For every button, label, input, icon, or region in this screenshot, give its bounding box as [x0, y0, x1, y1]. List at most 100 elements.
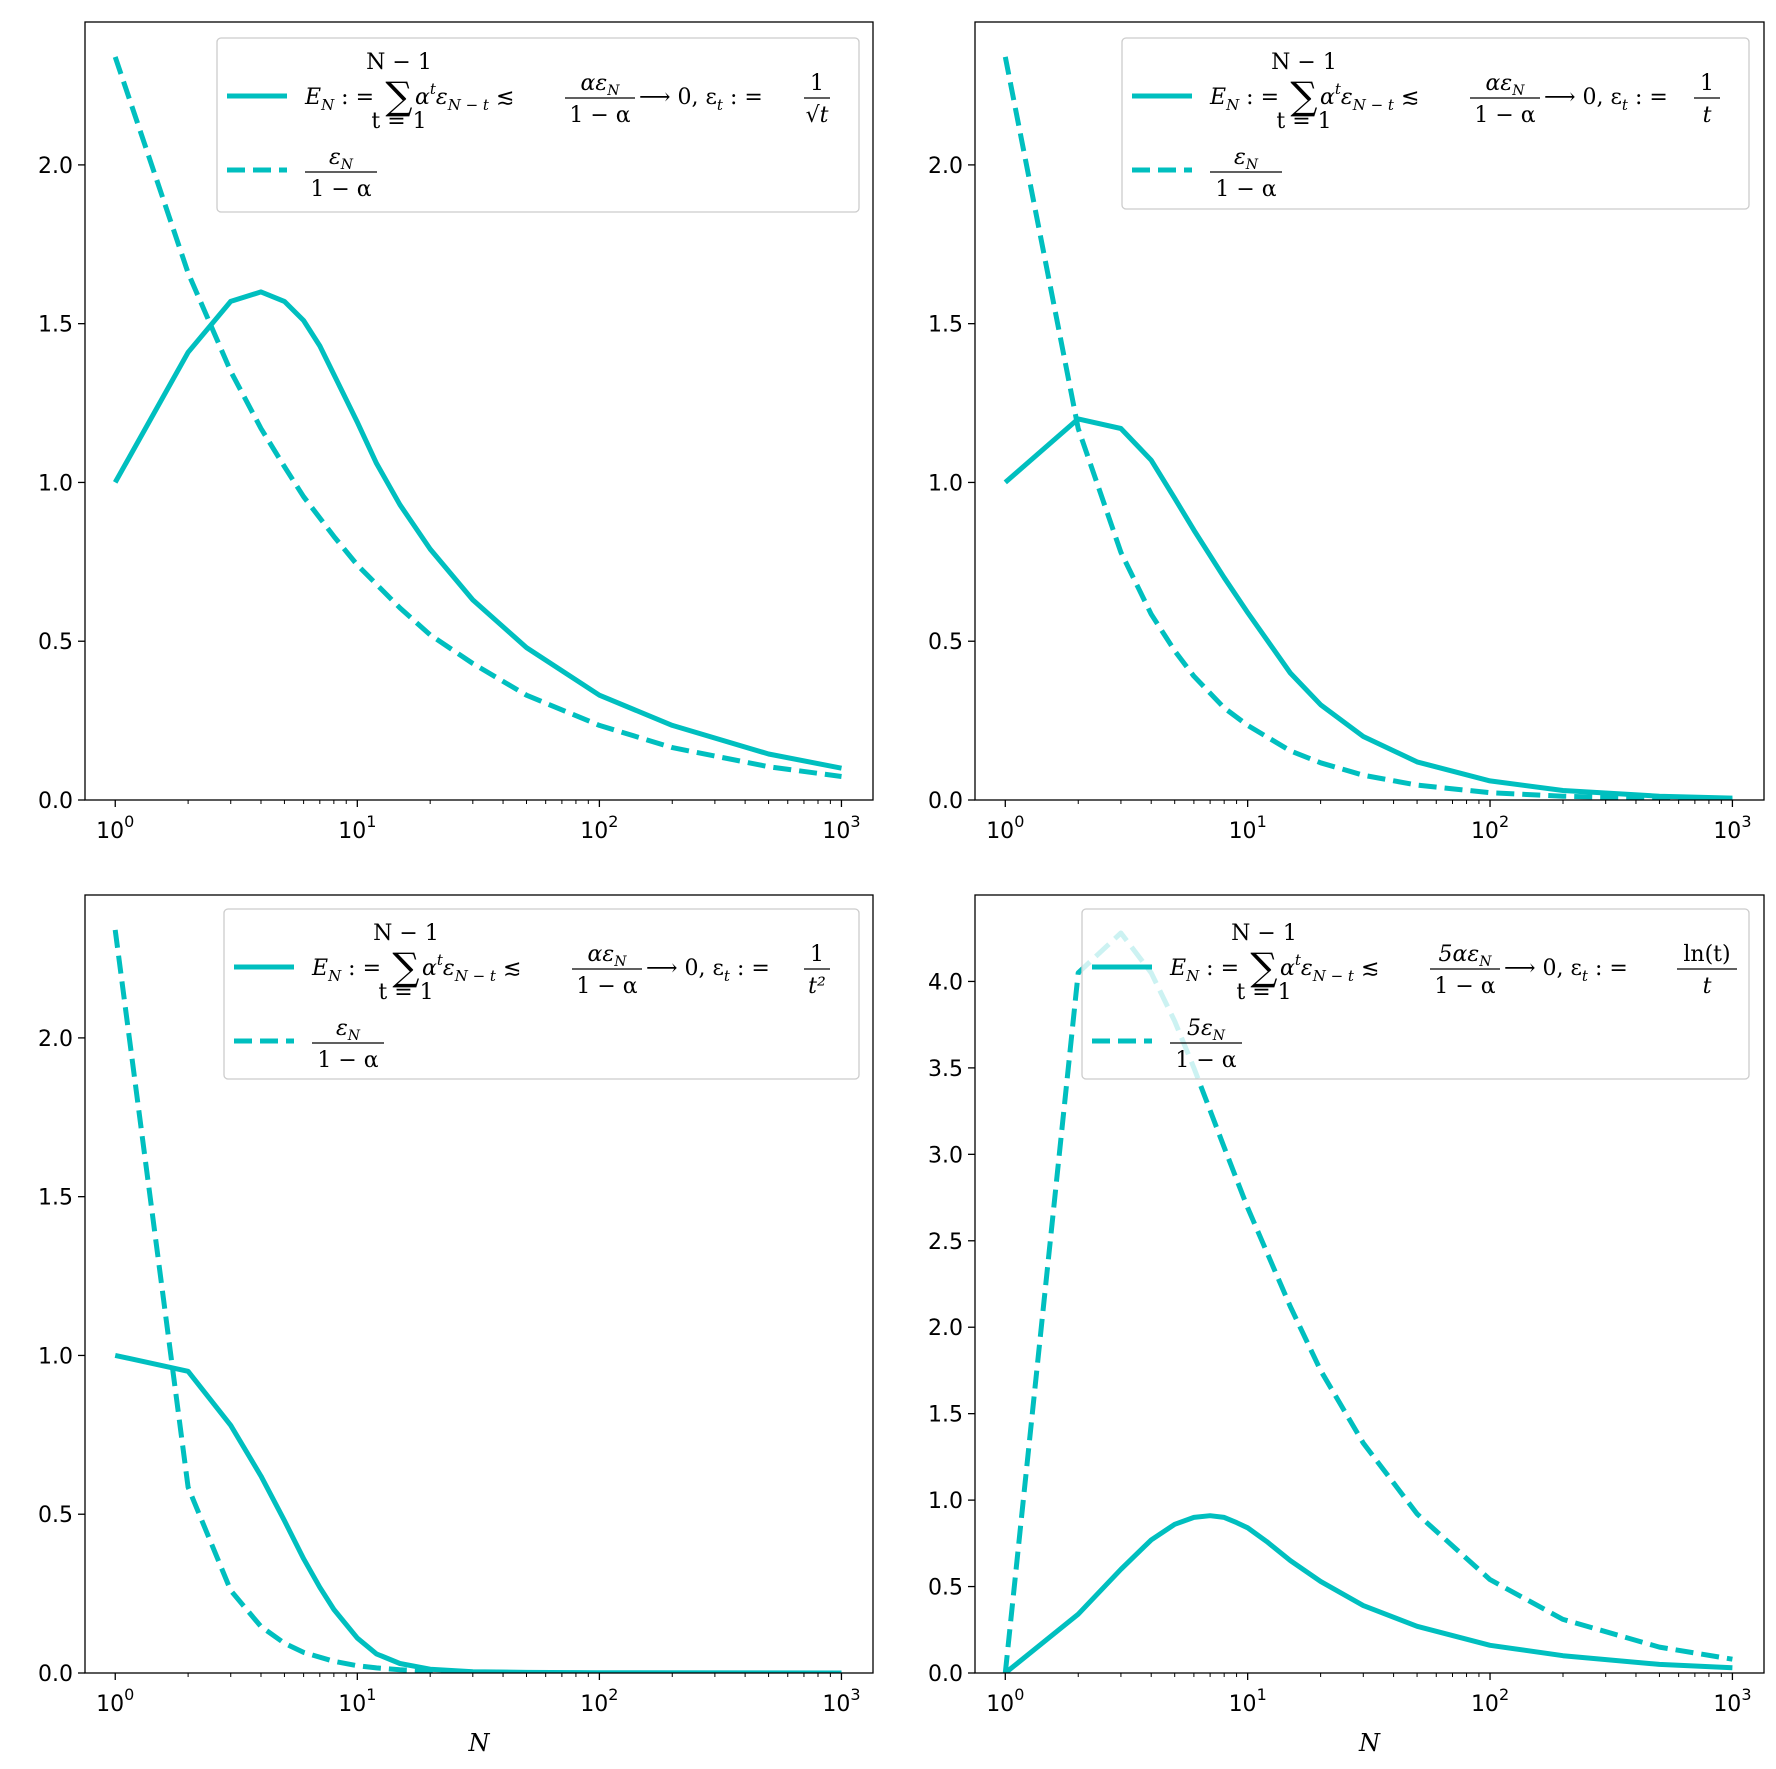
legend-numerator-text: αε	[581, 71, 608, 96]
y-tick-label: 1.5	[38, 1186, 73, 1211]
legend2-numerator: εN	[1234, 145, 1259, 173]
y-tick-label: 0.0	[928, 789, 963, 814]
x-tick-label: 103	[822, 812, 860, 844]
x-tick-base: 10	[1229, 1692, 1257, 1717]
legend-subscript: N	[1212, 1028, 1226, 1044]
x-tick-label: 102	[580, 812, 618, 844]
x-tick-exponent: 1	[1257, 812, 1267, 831]
x-tick-label: 101	[338, 1685, 376, 1717]
y-tick-label: 1.5	[928, 1403, 963, 1428]
legend-fraction-denominator: 1 − α	[569, 103, 630, 128]
legend-label-terms: αtεN − t ≲	[1280, 951, 1379, 985]
series-line-dashed	[1002, 56, 1733, 800]
legend-subscript: t	[717, 96, 724, 114]
legend-subscript: N	[1478, 954, 1492, 970]
legend-symbol-e: E	[1169, 956, 1186, 981]
legend-numerator-text: αε	[1486, 71, 1513, 96]
legend-definition-numerator: ln(t)	[1683, 942, 1730, 967]
legend2-denominator: 1 − α	[310, 177, 371, 202]
series-line-solid	[113, 289, 842, 771]
legend-subscript: N	[613, 954, 627, 970]
x-tick-base: 10	[822, 819, 850, 844]
legend-alpha: α	[1320, 85, 1335, 110]
y-tick-label: 1.5	[38, 313, 73, 338]
x-tick-label: 102	[580, 1685, 618, 1717]
legend-alpha: α	[422, 956, 437, 981]
legend-limit: ⟶ 0, ε	[1544, 85, 1622, 110]
x-axis-label: N	[468, 1729, 491, 1757]
x-tick-label: 103	[1713, 1685, 1751, 1717]
legend-relation: ≲	[489, 85, 514, 110]
axes-frame	[974, 21, 1765, 801]
legend-subscript: N	[320, 96, 335, 114]
legend-assign: : =	[341, 956, 381, 981]
legend-label-sum: EN : =	[311, 956, 381, 985]
sum-lower-limit: t = 1	[371, 109, 426, 134]
legend-alpha: α	[415, 85, 430, 110]
legend-epsilon: ε	[1341, 85, 1353, 110]
x-tick-label: 103	[1713, 812, 1751, 844]
legend-subscript: N	[1225, 96, 1240, 114]
sum-upper-limit: N − 1	[366, 50, 432, 75]
legend-definition-numerator: 1	[1700, 71, 1714, 96]
legend-alpha: α	[1280, 956, 1295, 981]
y-tick-label: 2.0	[38, 1027, 73, 1052]
legend-subscript: N	[340, 157, 354, 173]
legend-assign: : =	[1239, 85, 1279, 110]
x-tick-base: 10	[580, 819, 608, 844]
legend-superscript: t	[1295, 951, 1302, 969]
legend-definition-numerator: 1	[810, 942, 824, 967]
x-tick-base: 10	[96, 819, 124, 844]
legend-frame	[1121, 37, 1750, 210]
legend-epsilon: ε	[436, 85, 448, 110]
y-tick-label: 0.5	[928, 630, 963, 655]
x-tick-label: 101	[1229, 1685, 1267, 1717]
y-tick-label: 3.5	[928, 1057, 963, 1082]
sum-icon: ∑	[385, 74, 412, 118]
legend-subscript: N	[1511, 83, 1525, 99]
legend-assign: : =	[1199, 956, 1239, 981]
y-tick-label: 0.0	[928, 1662, 963, 1687]
sum-lower-limit: t = 1	[1236, 980, 1291, 1005]
legend-fraction-numerator: αεN	[581, 71, 621, 99]
x-tick-base: 10	[338, 1692, 366, 1717]
legend-definition-numerator: 1	[810, 71, 824, 96]
legend-assign: : =	[1588, 956, 1628, 981]
x-tick-label: 100	[986, 812, 1024, 844]
x-tick-label: 102	[1471, 1685, 1509, 1717]
x-tick-exponent: 1	[366, 1685, 376, 1704]
x-tick-exponent: 2	[608, 1685, 618, 1704]
legend-fraction-numerator: αεN	[588, 942, 628, 970]
legend-subscript: t	[724, 967, 731, 985]
x-tick-base: 10	[96, 1692, 124, 1717]
legend2-numerator: 5εN	[1187, 1016, 1226, 1044]
series-line-dashed	[112, 56, 842, 779]
x-tick-label: 102	[1471, 812, 1509, 844]
series-line-solid	[1003, 1513, 1733, 1673]
x-tick-base: 10	[338, 819, 366, 844]
y-tick-label: 4.0	[928, 970, 963, 995]
x-tick-label: 100	[986, 1685, 1024, 1717]
legend-numerator-text: ε	[1234, 145, 1246, 170]
legend-frame	[223, 908, 860, 1080]
legend-assign: : =	[1628, 85, 1668, 110]
legend-label-tail: ⟶ 0, εt : =	[646, 956, 770, 985]
x-tick-exponent: 0	[124, 1685, 134, 1704]
sum-icon: ∑	[1250, 945, 1277, 989]
legend-superscript: t	[430, 80, 437, 98]
legend-label-sum: EN : =	[1169, 956, 1239, 985]
x-tick-label: 101	[1229, 812, 1267, 844]
legend-definition-denominator: t²	[808, 974, 826, 999]
legend-subscript: N	[327, 967, 342, 985]
legend-label-tail: ⟶ 0, εt : =	[1504, 956, 1628, 985]
x-tick-exponent: 0	[1014, 812, 1024, 831]
legend-definition-denominator: t	[1703, 974, 1712, 999]
legend2-numerator: εN	[329, 145, 354, 173]
legend-epsilon: ε	[1301, 956, 1313, 981]
